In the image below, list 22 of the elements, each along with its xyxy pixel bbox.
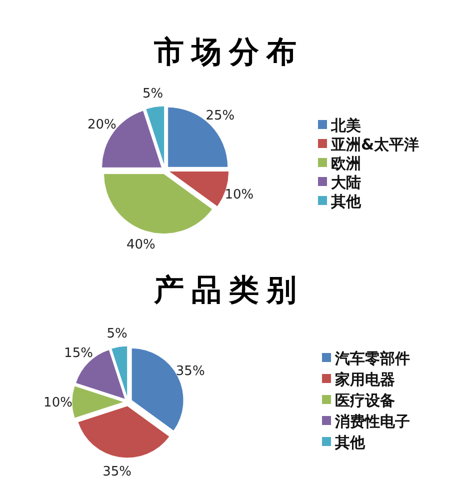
data-label: 10% <box>44 396 72 411</box>
legend-label: 欧洲 <box>331 154 361 172</box>
legend-label: 其他 <box>334 433 366 452</box>
data-label: 35% <box>176 364 205 379</box>
chart-title: 产 品 类 别 <box>152 274 296 307</box>
legend-label: 亚洲&太平洋 <box>330 135 420 154</box>
legend-label: 其他 <box>330 192 362 210</box>
data-label: 10% <box>224 188 254 203</box>
legend-label: 汽车零部件 <box>334 349 410 368</box>
legend-label: 大陆 <box>331 173 361 192</box>
legend-label: 北美 <box>330 116 361 134</box>
data-label: 35% <box>102 464 132 480</box>
data-label: 25% <box>206 108 235 124</box>
data-label: 5% <box>142 86 164 102</box>
data-label: 20% <box>87 118 116 133</box>
data-label: 5% <box>106 326 128 342</box>
data-label: 40% <box>126 238 156 253</box>
legend-label: 消费性电子 <box>334 412 410 430</box>
legend-label: 家用电器 <box>334 370 395 388</box>
chart-title: 市 场 分 布 <box>152 35 296 69</box>
legend-label: 医疗设备 <box>335 391 395 410</box>
data-label: 15% <box>64 346 93 362</box>
